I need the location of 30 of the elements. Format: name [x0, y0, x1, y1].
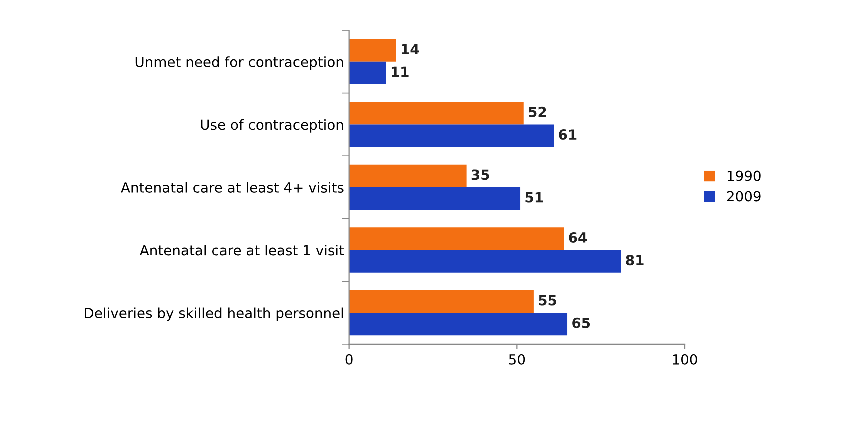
bar: [349, 164, 467, 188]
bar: [349, 39, 396, 62]
legend-label: 1990: [728, 170, 761, 182]
y-tick-label: Unmet need for contraception: [136, 56, 344, 70]
data-label: 64: [569, 232, 588, 243]
x-tick-label: 100: [673, 354, 698, 365]
data-label: 51: [526, 192, 544, 203]
y-tick-label: Deliveries by skilled health personnel: [85, 308, 344, 322]
bar: [349, 187, 521, 210]
x-tick-label: 50: [509, 354, 526, 365]
data-label: 65: [572, 318, 590, 328]
bar: [349, 290, 534, 314]
y-tick-label: Antenatal care at least 1 visit: [140, 244, 344, 256]
bar: [349, 124, 554, 148]
data-label: 55: [539, 295, 556, 306]
x-tick-label: 0: [346, 354, 353, 365]
data-label: 61: [559, 130, 577, 140]
bar: [349, 102, 524, 125]
bar: [349, 250, 622, 273]
bar: [349, 228, 564, 250]
bar: [349, 62, 386, 85]
data-label: 14: [402, 44, 420, 54]
data-label: 52: [529, 106, 546, 118]
bar: [349, 313, 568, 336]
data-label: 81: [626, 255, 644, 266]
legend-label: 2009: [727, 191, 761, 202]
y-tick-label: Use of contraception: [201, 119, 344, 133]
data-label: 35: [472, 170, 490, 180]
y-tick-label: Antenatal care at least 4+ visits: [121, 182, 344, 193]
data-label: 11: [392, 66, 409, 78]
